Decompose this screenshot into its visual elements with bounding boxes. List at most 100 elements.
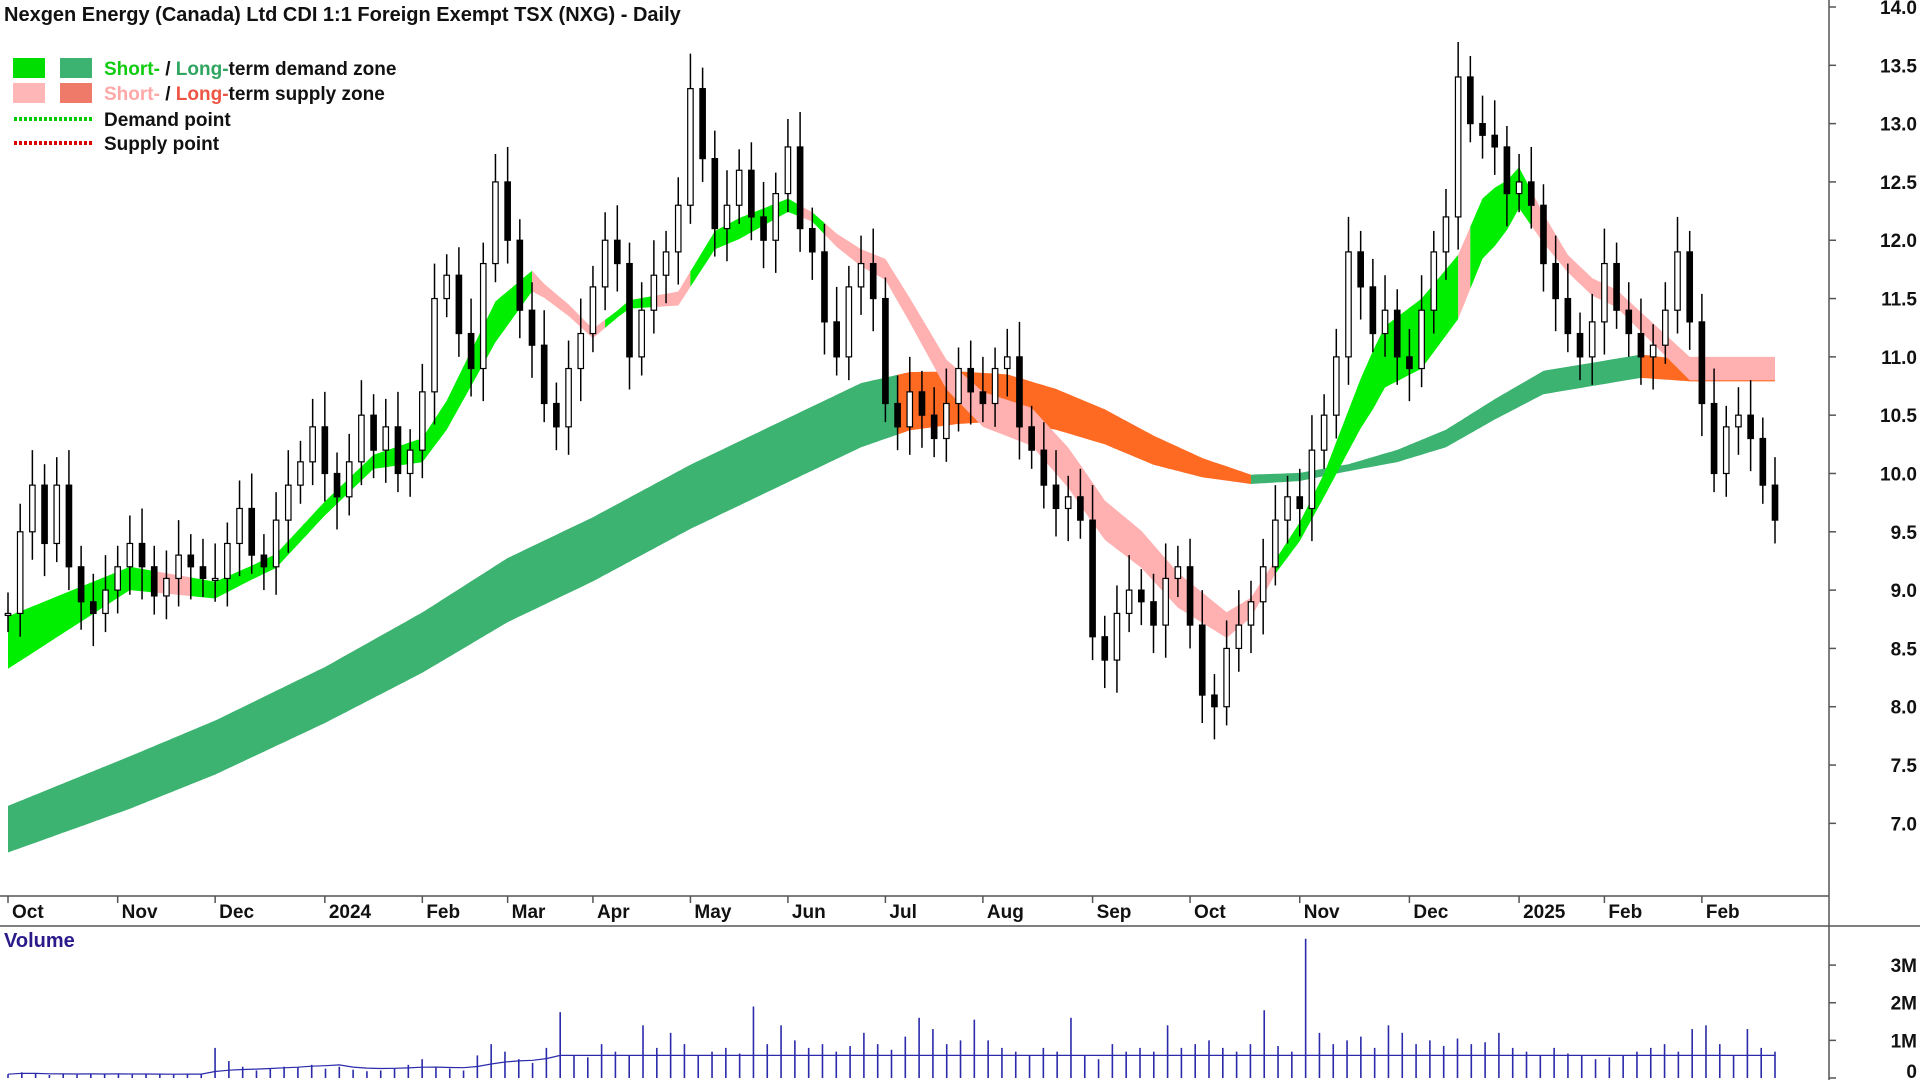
legend-demand-rest: term demand zone — [229, 59, 397, 80]
candle — [967, 340, 975, 425]
candle-body — [1101, 636, 1109, 661]
candles-layer — [4, 41, 1779, 740]
candle-body — [1259, 566, 1267, 603]
candle-body — [1527, 181, 1535, 206]
candle-body — [1662, 309, 1669, 346]
candle-body — [1674, 251, 1681, 311]
x-tick-label: Dec — [1413, 902, 1448, 923]
candle — [516, 219, 524, 339]
candle-body — [662, 251, 670, 276]
candle-body — [699, 88, 706, 160]
candle-body — [211, 577, 219, 582]
candle — [1137, 569, 1145, 626]
candle-body — [748, 169, 755, 218]
candle — [1357, 230, 1364, 320]
candle — [150, 545, 158, 615]
candle-body — [1345, 251, 1352, 358]
volume-axis: 0 1M 2M 3M — [1829, 956, 1917, 1080]
candle-body — [845, 286, 853, 358]
candle-body — [163, 577, 170, 597]
zones-layer — [8, 167, 1775, 853]
candle — [1040, 422, 1048, 509]
y-tick-label: 10.5 — [1880, 406, 1917, 427]
candle-body — [760, 216, 767, 241]
candle — [1588, 293, 1596, 385]
candle-body — [333, 472, 341, 498]
candle — [662, 230, 670, 304]
x-axis: Oct Nov Dec 2024 Feb Mar Apr May Jun Jul Aug Sep Oct… — [7, 896, 1740, 923]
candle-body — [906, 391, 914, 428]
candle-body — [1442, 216, 1450, 253]
candle — [540, 310, 548, 423]
candle — [309, 398, 316, 486]
candle — [345, 433, 353, 516]
candle-body — [711, 158, 719, 230]
candle — [1223, 620, 1230, 726]
x-tick-label: Apr — [597, 902, 630, 923]
candle — [236, 480, 243, 577]
candle — [284, 450, 292, 553]
short-term-zone-supply-band-3 — [532, 270, 606, 339]
candle-body — [65, 484, 73, 568]
candle-body — [77, 566, 85, 603]
candle — [748, 142, 755, 241]
x-tick-label: Feb — [426, 902, 460, 923]
candle — [1345, 216, 1352, 385]
candle-body — [1369, 286, 1377, 335]
candle-body — [687, 88, 694, 206]
candle — [894, 375, 901, 451]
candle — [1235, 590, 1243, 672]
candle-body — [1332, 356, 1340, 416]
candle-body — [1357, 251, 1364, 288]
candle — [211, 543, 219, 602]
y-tick-label: 12.0 — [1880, 231, 1917, 252]
candle — [1174, 545, 1182, 598]
candle — [869, 228, 877, 332]
candle — [808, 207, 816, 280]
volume-layer — [7, 938, 1776, 1078]
candle-body — [772, 192, 780, 241]
candle — [784, 118, 792, 213]
legend-supply-rest: term supply zone — [229, 84, 385, 105]
candle-body — [4, 612, 12, 617]
candle — [492, 153, 499, 283]
candle-body — [1308, 449, 1316, 510]
y-tick-label: 7.0 — [1891, 814, 1917, 835]
candle-body — [102, 589, 109, 615]
legend-demand-zone: Short- / Long-term demand zone — [104, 59, 396, 80]
short-term-zone-demand-band-10 — [1275, 254, 1459, 574]
candle — [601, 212, 609, 311]
candle — [943, 368, 950, 462]
y-tick-label: 8.0 — [1891, 698, 1917, 719]
candle — [1430, 230, 1438, 334]
candle-body — [224, 542, 231, 580]
candle-body — [1137, 589, 1145, 603]
candle — [553, 382, 560, 451]
candle — [1576, 312, 1584, 381]
candle-body — [1016, 356, 1023, 428]
candle — [1247, 580, 1255, 654]
candle — [1710, 368, 1718, 493]
candle-body — [1113, 612, 1121, 661]
x-tick-label: Nov — [122, 902, 158, 923]
candle-body — [1467, 76, 1474, 125]
candle — [638, 282, 646, 376]
candle — [565, 340, 572, 455]
candle-body — [674, 204, 682, 253]
y-tick-label: 10.0 — [1880, 464, 1917, 485]
candle — [1064, 475, 1072, 542]
short-term-zone-supply-band-5 — [653, 271, 691, 308]
candle-body — [126, 542, 134, 568]
x-tick-label: 2024 — [329, 902, 372, 923]
candle-body — [175, 554, 182, 580]
candle-body — [1003, 356, 1011, 370]
legend-demand-sep: / — [160, 59, 176, 80]
candle-body — [1576, 332, 1584, 358]
y-tick-label: 12.5 — [1880, 173, 1917, 194]
x-tick-label: Feb — [1706, 902, 1740, 923]
candle — [1259, 538, 1267, 635]
chart-title: Nexgen Energy (Canada) Ltd CDI 1:1 Forei… — [4, 4, 682, 26]
legend: Short- / Long-term demand zone Short- / … — [13, 58, 396, 155]
candle — [1503, 125, 1511, 227]
candle-body — [1491, 134, 1499, 148]
